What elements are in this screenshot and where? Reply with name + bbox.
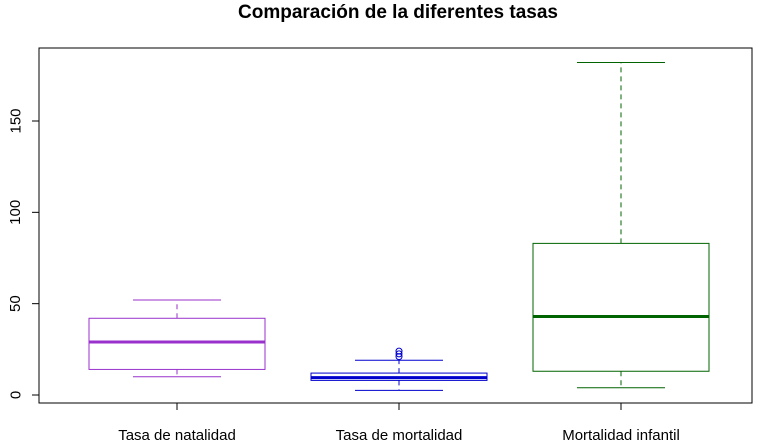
y-tick-label: 150 xyxy=(7,108,24,133)
box-3 xyxy=(532,62,710,389)
iqr-box xyxy=(532,242,710,372)
plot-frame xyxy=(38,47,753,404)
x-tick-label: Mortalidad infantil xyxy=(562,427,680,443)
y-tick-label: 0 xyxy=(7,391,24,399)
outlier-point xyxy=(395,353,403,361)
outlier-point xyxy=(395,350,403,358)
x-tick-label: Tasa de mortalidad xyxy=(336,427,463,443)
boxes xyxy=(88,62,710,391)
y-axis: 0 50 100 150 xyxy=(7,108,39,399)
iqr-box xyxy=(88,317,266,370)
x-axis: Tasa de natalidad Tasa de mortalidad Morta… xyxy=(118,403,680,443)
chart-title: Comparación de la diferentes tasas xyxy=(238,2,558,23)
y-tick-label: 100 xyxy=(7,200,24,225)
box-2 xyxy=(310,347,488,391)
x-tick-label: Tasa de natalidad xyxy=(118,427,236,443)
box-1 xyxy=(88,299,266,378)
y-tick-label: 50 xyxy=(7,295,24,312)
outlier-point xyxy=(395,347,403,355)
